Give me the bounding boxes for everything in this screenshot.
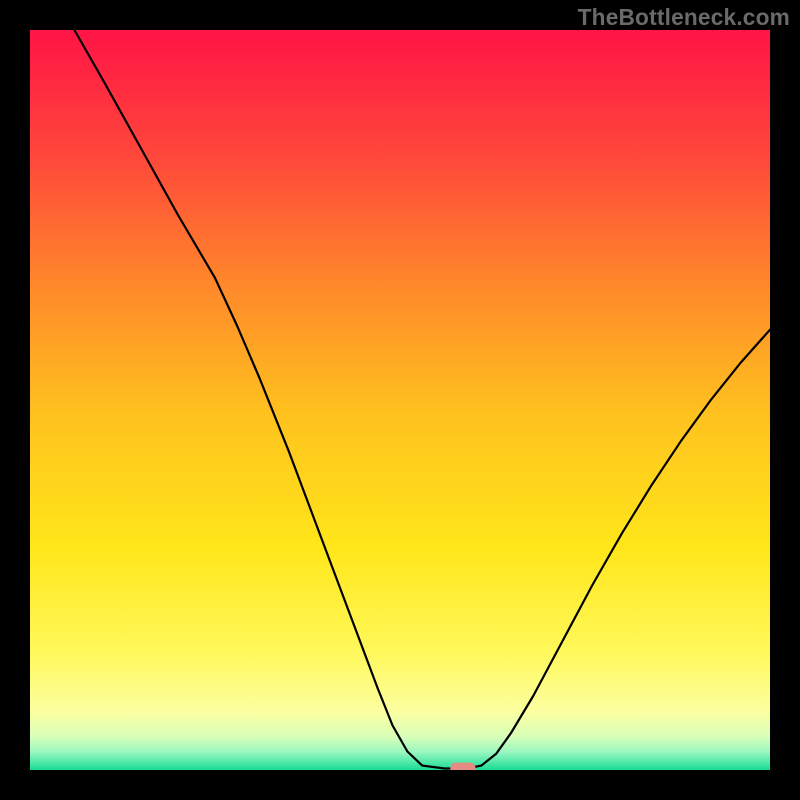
- optimum-marker: [450, 763, 475, 770]
- gradient-background: [30, 30, 770, 770]
- watermark-text: TheBottleneck.com: [578, 4, 790, 31]
- plot-area: [30, 30, 770, 770]
- chart-frame: TheBottleneck.com: [0, 0, 800, 800]
- bottleneck-curve-chart: [30, 30, 770, 770]
